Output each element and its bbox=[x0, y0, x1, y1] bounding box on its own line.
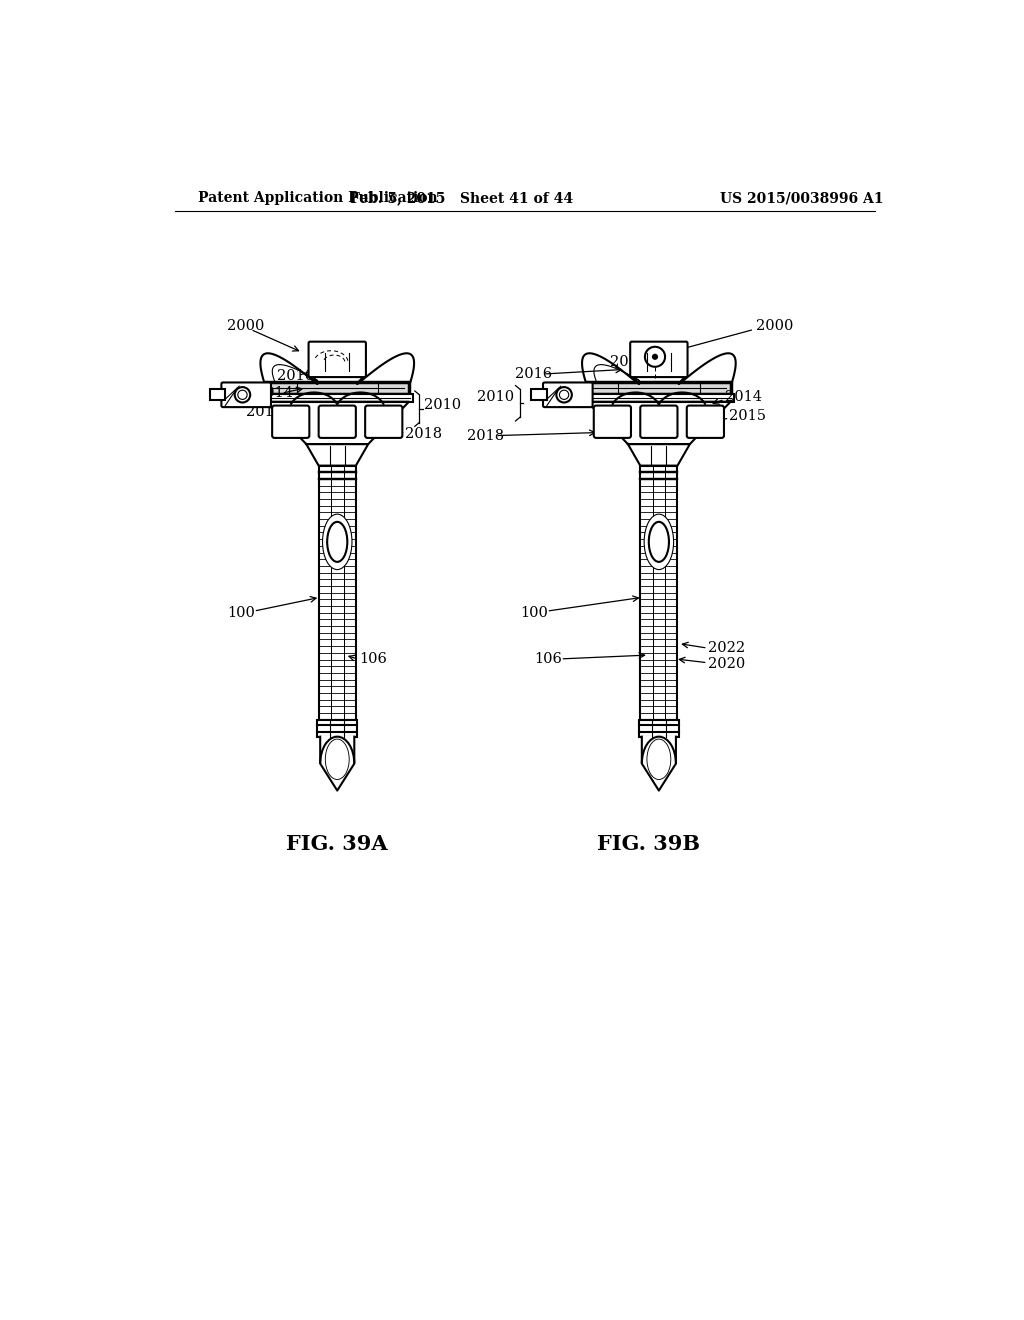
Text: 2000: 2000 bbox=[227, 319, 264, 333]
Bar bbox=[584, 395, 734, 401]
Polygon shape bbox=[321, 737, 354, 791]
Bar bbox=[531, 389, 547, 400]
FancyBboxPatch shape bbox=[640, 405, 678, 438]
Text: 106: 106 bbox=[359, 652, 387, 665]
Text: 2018: 2018 bbox=[467, 429, 505, 442]
FancyBboxPatch shape bbox=[221, 383, 271, 407]
FancyBboxPatch shape bbox=[308, 342, 366, 378]
Text: Feb. 5, 2015   Sheet 41 of 44: Feb. 5, 2015 Sheet 41 of 44 bbox=[349, 191, 572, 206]
Text: FIG. 39A: FIG. 39A bbox=[287, 834, 388, 854]
Text: 2016: 2016 bbox=[276, 368, 314, 383]
FancyBboxPatch shape bbox=[366, 405, 402, 438]
Bar bbox=[262, 395, 413, 401]
Ellipse shape bbox=[328, 521, 347, 562]
Text: 2014: 2014 bbox=[725, 391, 762, 404]
FancyBboxPatch shape bbox=[594, 405, 631, 438]
Text: 106: 106 bbox=[535, 652, 562, 665]
Polygon shape bbox=[628, 444, 690, 466]
Ellipse shape bbox=[649, 521, 669, 562]
Ellipse shape bbox=[326, 739, 349, 780]
FancyBboxPatch shape bbox=[272, 405, 309, 438]
Polygon shape bbox=[306, 444, 369, 466]
Circle shape bbox=[556, 387, 571, 403]
Text: 2018: 2018 bbox=[406, 428, 442, 441]
Text: 2020: 2020 bbox=[708, 656, 744, 671]
Text: US 2015/0038996 A1: US 2015/0038996 A1 bbox=[721, 191, 884, 206]
Bar bbox=[210, 389, 225, 400]
Ellipse shape bbox=[323, 515, 352, 570]
Ellipse shape bbox=[647, 739, 671, 780]
Bar bbox=[317, 719, 357, 737]
Text: 2016: 2016 bbox=[515, 367, 553, 381]
Polygon shape bbox=[587, 401, 730, 444]
Polygon shape bbox=[265, 401, 409, 444]
Text: 2015: 2015 bbox=[729, 409, 766, 424]
FancyBboxPatch shape bbox=[318, 405, 356, 438]
FancyBboxPatch shape bbox=[543, 383, 593, 407]
Circle shape bbox=[652, 354, 658, 360]
Circle shape bbox=[645, 347, 665, 367]
Circle shape bbox=[234, 387, 250, 403]
Text: FIG. 39B: FIG. 39B bbox=[597, 834, 700, 854]
Bar bbox=[640, 466, 678, 719]
Circle shape bbox=[238, 391, 247, 400]
Text: Patent Application Publication: Patent Application Publication bbox=[198, 191, 437, 206]
Ellipse shape bbox=[644, 515, 674, 570]
Text: 2022: 2022 bbox=[708, 642, 744, 655]
Text: 2014: 2014 bbox=[256, 387, 293, 400]
Polygon shape bbox=[642, 737, 676, 791]
Bar bbox=[587, 381, 730, 395]
Text: 2000: 2000 bbox=[756, 319, 794, 333]
Bar bbox=[318, 466, 356, 719]
Text: 2010: 2010 bbox=[424, 397, 461, 412]
Bar bbox=[639, 719, 679, 737]
Circle shape bbox=[559, 391, 568, 400]
FancyBboxPatch shape bbox=[687, 405, 724, 438]
Text: 2015: 2015 bbox=[246, 405, 283, 420]
Bar bbox=[265, 381, 409, 395]
Text: 2019: 2019 bbox=[610, 355, 647, 368]
Text: 100: 100 bbox=[520, 606, 548, 619]
Text: 100: 100 bbox=[227, 606, 255, 619]
FancyBboxPatch shape bbox=[630, 342, 687, 378]
Text: 2019: 2019 bbox=[314, 354, 351, 367]
Text: 2010: 2010 bbox=[477, 391, 514, 404]
